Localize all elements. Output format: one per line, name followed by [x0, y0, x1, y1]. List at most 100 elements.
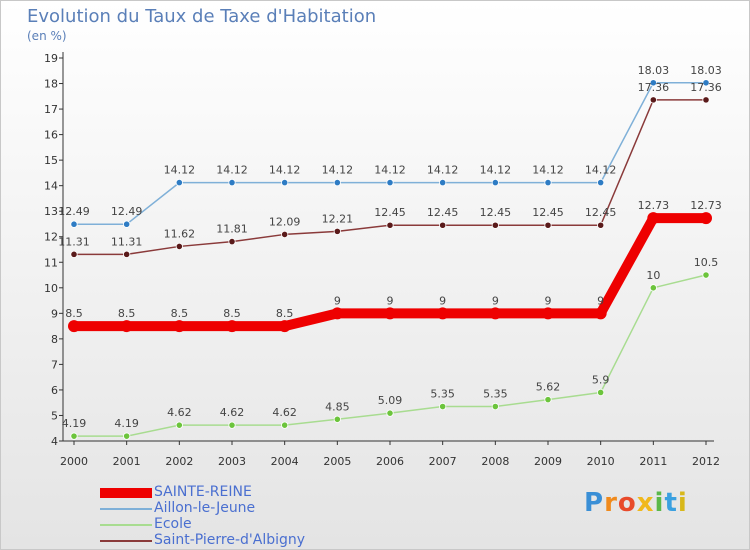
- logo-letter: P: [584, 488, 605, 518]
- data-label: 4.62: [167, 406, 192, 419]
- data-point: [331, 307, 344, 320]
- data-label: 9: [387, 294, 394, 307]
- logo-letter: x: [636, 488, 655, 518]
- data-point: [649, 284, 657, 292]
- data-label: 8.5: [65, 307, 83, 320]
- data-label: 14.12: [480, 164, 512, 177]
- legend-swatch: [100, 524, 152, 526]
- data-label: 12.45: [480, 206, 512, 219]
- data-point: [542, 307, 554, 320]
- data-label: 4.62: [272, 406, 297, 419]
- data-label: 14.12: [374, 164, 406, 177]
- chart-subtitle: (en %): [27, 29, 67, 43]
- data-label: 9: [334, 294, 341, 307]
- data-label: 18.03: [638, 64, 670, 77]
- y-tick-label: 14: [44, 180, 58, 193]
- x-tick-label: 2002: [165, 455, 193, 468]
- data-label: 14.12: [164, 164, 196, 177]
- data-point: [175, 242, 183, 251]
- legend-swatch: [100, 508, 152, 510]
- logo-letter: i: [677, 488, 688, 518]
- data-point: [281, 179, 289, 187]
- chart-title: Evolution du Taux de Taxe d'Habitation: [27, 6, 377, 27]
- y-tick-label: 10: [44, 282, 58, 295]
- data-label: 10.5: [694, 256, 719, 269]
- data-point: [544, 221, 552, 229]
- data-label: 5.09: [378, 394, 403, 407]
- logo-letter: t: [664, 488, 678, 518]
- y-tick-label: 4: [51, 435, 58, 448]
- data-label: 12.45: [532, 206, 564, 219]
- data-point: [228, 237, 236, 246]
- data-point: [702, 96, 710, 104]
- x-tick-label: 2007: [429, 455, 457, 468]
- y-tick-label: 19: [44, 52, 58, 65]
- data-label: 14.12: [585, 164, 617, 177]
- data-point: [491, 402, 499, 411]
- data-label: 4.62: [220, 406, 245, 419]
- data-point: [439, 402, 447, 411]
- data-label: 12.45: [374, 206, 406, 219]
- data-point: [439, 221, 447, 229]
- data-label: 9: [492, 294, 499, 307]
- data-point: [70, 250, 78, 258]
- y-tick-label: 12: [44, 231, 58, 244]
- data-point: [702, 79, 710, 87]
- y-tick-label: 18: [44, 78, 58, 91]
- logo-letter: i: [654, 488, 665, 518]
- data-label: 4.19: [62, 417, 87, 430]
- data-point: [123, 432, 131, 440]
- data-label: 4.85: [325, 400, 350, 413]
- data-label: 9: [545, 294, 552, 307]
- y-tick-label: 9: [51, 307, 58, 320]
- series-layer: [68, 79, 712, 440]
- data-label: 14.12: [216, 164, 248, 177]
- data-label: 8.5: [118, 307, 136, 320]
- y-tick-label: 15: [44, 154, 58, 167]
- data-labels: 8.5 8.5 8.5 8.5 8.5 9 9 9 9 9 9 12.73 12.73 12.49 12.4…: [58, 64, 722, 430]
- data-point: [649, 96, 657, 104]
- data-point: [281, 421, 289, 429]
- data-label: 12.45: [427, 206, 459, 219]
- data-label: 10: [646, 269, 660, 282]
- data-point: [386, 221, 394, 229]
- legend-swatch: [100, 540, 152, 542]
- data-label: 11.31: [58, 235, 90, 248]
- data-point: [544, 179, 552, 187]
- data-label: 12.49: [58, 205, 90, 218]
- data-point: [597, 388, 605, 397]
- legend-swatch: [100, 488, 152, 498]
- logo-letter: o: [617, 488, 637, 518]
- x-tick-label: 2012: [692, 455, 720, 468]
- data-label: 12.73: [690, 199, 722, 212]
- x-tick-label: 2010: [587, 455, 615, 468]
- data-point: [123, 250, 131, 258]
- data-point: [281, 230, 289, 239]
- data-point: [70, 220, 78, 228]
- data-point: [175, 421, 183, 429]
- data-point: [702, 271, 710, 279]
- y-tick-label: 8: [51, 333, 58, 346]
- data-label: 12.09: [269, 215, 301, 228]
- data-point: [123, 220, 131, 228]
- data-label: 14.12: [427, 164, 459, 177]
- y-tick-label: 16: [44, 129, 58, 142]
- data-point: [647, 212, 660, 225]
- data-point: [70, 432, 78, 440]
- data-point: [649, 79, 657, 87]
- data-label: 14.12: [322, 164, 354, 177]
- data-label: 12.21: [322, 212, 354, 225]
- data-label: 12.45: [585, 206, 617, 219]
- data-label: 5.9: [592, 373, 610, 386]
- data-point: [544, 396, 552, 404]
- y-tick-label: 6: [51, 384, 58, 397]
- x-tick-label: 2011: [639, 455, 667, 468]
- data-point: [175, 179, 183, 187]
- data-label: 5.62: [536, 381, 561, 394]
- y-tick-label: 11: [44, 256, 58, 269]
- data-label: 9: [439, 294, 446, 307]
- x-tick-label: 2000: [60, 455, 88, 468]
- data-point: [333, 415, 341, 423]
- legend-label: Aillon-le-Jeune: [154, 500, 256, 516]
